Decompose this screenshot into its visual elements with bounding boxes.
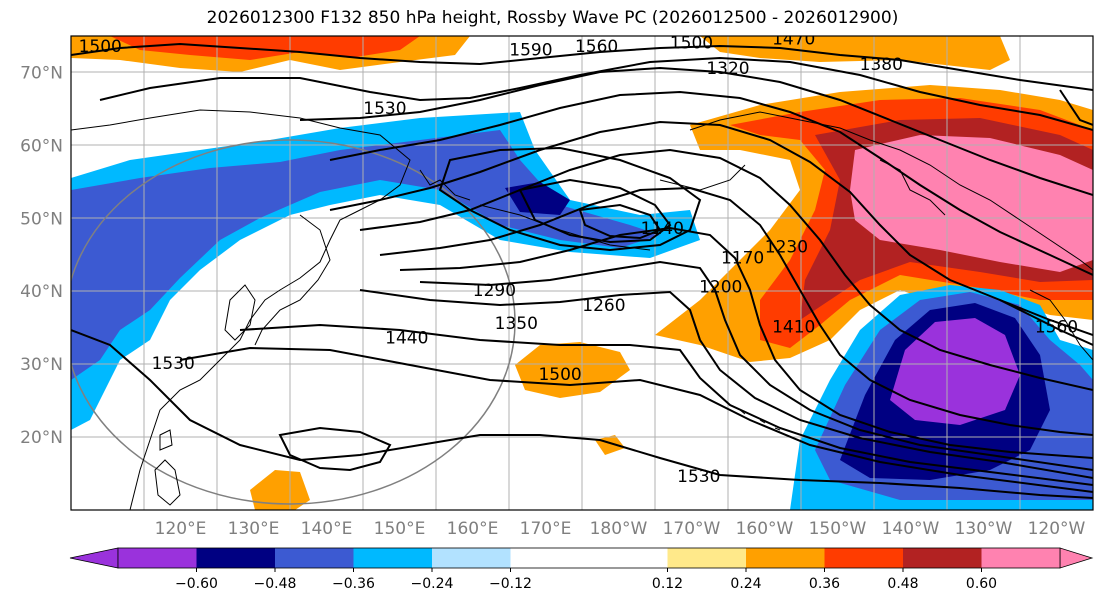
contour-label: 1500 [79, 37, 122, 57]
colorbar-extend-high [1059, 547, 1094, 569]
longitude-label: 140°E [301, 519, 353, 539]
contour-label: 1260 [582, 296, 625, 316]
contour-label: 1380 [860, 55, 903, 75]
latitude-label: 70°N [20, 63, 63, 83]
map-title: 2026012300 F132 850 hPa height, Rossby W… [206, 8, 899, 28]
colorbar-bin [667, 548, 746, 568]
colorbar-tick-label: 0.60 [966, 576, 997, 592]
longitude-label: 180°W [590, 519, 648, 539]
longitude-label: 160°E [447, 519, 499, 539]
colorbar-tick-label: −0.60 [175, 576, 218, 592]
longitude-labels: 120°E 130°E 140°E 150°E 160°E 170°E 180°W 170°W… [155, 519, 1086, 539]
colorbar-bin [981, 548, 1060, 568]
longitude-label: 130°W [955, 519, 1013, 539]
longitude-label: 170°E [520, 519, 572, 539]
anomaly-arctic-core [110, 36, 420, 60]
colorbar-extend-low [69, 547, 119, 569]
contour-label: 1440 [385, 329, 428, 349]
contour-label: 1200 [699, 278, 742, 298]
colorbar-tick-label: −0.36 [332, 576, 375, 592]
longitude-label: 120°E [155, 519, 207, 539]
longitude-label: 160°W [736, 519, 794, 539]
colorbar-tick-label: 0.12 [652, 576, 683, 592]
map-frame [70, 35, 1094, 511]
contour-label: 1530 [677, 467, 720, 487]
latitude-labels: 70°N 60°N 50°N 40°N 30°N 20°N [20, 63, 63, 448]
contour-label: 1500 [538, 365, 581, 385]
colorbar-bin [275, 548, 354, 568]
contour-label: 1140 [641, 219, 684, 239]
anomaly-subtropical-east-negative [890, 318, 1020, 425]
anomaly-west-pacific-positive [250, 470, 310, 510]
latitude-label: 40°N [20, 282, 63, 302]
colorbar-tick-label: 0.36 [809, 576, 840, 592]
reference-circle [71, 139, 516, 505]
colorbar-bin [824, 548, 903, 568]
colorbar-tick-label: −0.48 [254, 576, 297, 592]
contour-label: 1350 [495, 314, 538, 334]
contour-label: 1500 [670, 33, 713, 53]
contour-label: 1560 [575, 37, 618, 57]
contour-label: 1320 [706, 59, 749, 79]
contour-label: 1170 [721, 248, 764, 268]
colorbar-bin [903, 548, 982, 568]
coastlines [71, 109, 1093, 510]
map-panel: 1500 1590 1560 1500 1470 1320 1380 1530 1140 1170… [71, 30, 1093, 510]
height-contours [71, 42, 1093, 499]
colorbar-tick-label: −0.24 [411, 576, 454, 592]
colorbar-tick-label: 0.48 [887, 576, 918, 592]
contour-labels: 1500 1590 1560 1500 1470 1320 1380 1530 1140 1170… [79, 30, 1079, 487]
longitude-label: 170°W [663, 519, 721, 539]
colorbar-bin [353, 548, 432, 568]
contour-label: 1530 [363, 99, 406, 119]
contour-label: 1560 [1035, 318, 1078, 338]
colorbar-bin [432, 548, 511, 568]
colorbar-tick-label: −0.12 [489, 576, 532, 592]
longitude-label: 130°E [228, 519, 280, 539]
contour-label: 1590 [509, 41, 552, 61]
anomaly-arctic-top-right [700, 36, 1010, 70]
colorbar-bin [510, 548, 668, 568]
contour-label: 1290 [473, 281, 516, 301]
latitude-label: 20°N [20, 428, 63, 448]
anomaly-pink-max [850, 135, 1093, 272]
colorbar-bin [118, 548, 197, 568]
latitude-label: 50°N [20, 209, 63, 229]
contour-label: 1530 [152, 354, 195, 374]
latitude-label: 60°N [20, 136, 63, 156]
contour-label: 1410 [772, 318, 815, 338]
colorbar-frame [117, 547, 1061, 569]
contour-label: 1470 [772, 30, 815, 50]
contour-label: 1230 [765, 237, 808, 257]
colorbar-tick-label: 0.24 [730, 576, 761, 592]
longitude-label: 150°W [809, 519, 867, 539]
graticule [71, 36, 1093, 510]
colorbar-bin [196, 548, 275, 568]
latitude-label: 30°N [20, 355, 63, 375]
colorbar: −0.60 −0.48 −0.36 −0.24 −0.12 0.12 0.24 0.36 0.4… [69, 547, 1094, 592]
longitude-label: 150°E [374, 519, 426, 539]
longitude-label: 140°W [882, 519, 940, 539]
longitude-label: 120°W [1028, 519, 1086, 539]
colorbar-bin [746, 548, 825, 568]
